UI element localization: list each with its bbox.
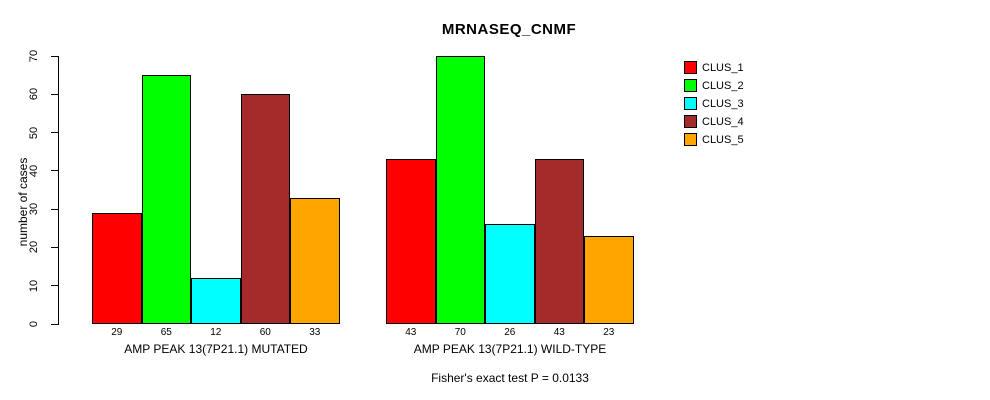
legend-item: CLUS_3 — [684, 97, 744, 110]
y-axis-tick — [51, 93, 58, 95]
y-axis-tick-label: 30 — [28, 203, 40, 216]
y-axis-tick-label: 40 — [28, 164, 40, 177]
bar-value-label: 23 — [603, 327, 615, 338]
y-axis-tick — [51, 208, 58, 210]
y-axis-tick-label: 20 — [28, 241, 40, 254]
legend-item-label: CLUS_5 — [702, 133, 744, 146]
y-axis-tick — [51, 170, 58, 172]
bar-value-label: 33 — [309, 327, 321, 338]
legend-item-label: CLUS_1 — [702, 61, 744, 74]
legend-item: CLUS_5 — [684, 133, 744, 146]
bar-value-label: 60 — [259, 327, 271, 338]
y-axis-tick-label: 70 — [28, 49, 40, 63]
bar-value-label: 26 — [504, 327, 516, 338]
legend-color-swatch — [684, 79, 697, 92]
group-label-wild-type: AMP PEAK 13(7P21.1) WILD-TYPE — [413, 342, 607, 356]
bar-value-label: 43 — [405, 327, 417, 338]
legend: CLUS_1 CLUS_2 CLUS_3 CLUS_4 CLUS_5 — [684, 61, 744, 151]
legend-item: CLUS_2 — [684, 79, 744, 92]
bar-value-label: 43 — [553, 327, 565, 338]
legend-item: CLUS_1 — [684, 61, 744, 74]
y-axis-tick — [51, 285, 58, 287]
bar-value-label: 29 — [111, 327, 123, 338]
bar-clus_5 — [584, 236, 634, 324]
legend-item: CLUS_4 — [684, 115, 744, 128]
bar-clus_2 — [435, 56, 485, 324]
bar-clus_5 — [290, 198, 340, 324]
bar-value-label: 12 — [210, 327, 222, 338]
bar-clus_1 — [92, 213, 142, 324]
chart-title: MRNASEQ_CNMF — [441, 21, 577, 38]
y-axis-tick — [51, 246, 58, 248]
y-axis-line — [58, 56, 59, 325]
legend-color-swatch — [684, 133, 697, 146]
y-axis-tick-label: 60 — [28, 88, 40, 101]
legend-item-label: CLUS_3 — [702, 97, 744, 110]
legend-color-swatch — [684, 115, 697, 128]
y-axis-tick-label: 0 — [28, 320, 40, 328]
bar-clus_1 — [386, 159, 436, 324]
group-label-mutated: AMP PEAK 13(7P21.1) MUTATED — [124, 342, 308, 356]
bar-value-label: 70 — [454, 327, 466, 338]
legend-color-swatch — [684, 97, 697, 110]
legend-color-swatch — [684, 61, 697, 74]
fisher-test-annotation: Fisher's exact test P = 0.0133 — [431, 371, 589, 385]
legend-item-label: CLUS_4 — [702, 115, 744, 128]
y-axis-tick — [51, 132, 58, 134]
bar-value-label: 65 — [160, 327, 172, 338]
bar-clus_3 — [191, 278, 241, 324]
bar-clus_4 — [240, 94, 290, 324]
y-axis-tick-label: 10 — [28, 279, 40, 292]
bar-clus_3 — [485, 224, 535, 324]
bar-clus_2 — [141, 75, 191, 324]
bar-clus_4 — [534, 159, 584, 324]
y-axis-tick — [51, 55, 58, 57]
y-axis-tick-label: 50 — [28, 126, 40, 139]
y-axis-tick — [51, 323, 58, 325]
legend-item-label: CLUS_2 — [702, 79, 744, 92]
